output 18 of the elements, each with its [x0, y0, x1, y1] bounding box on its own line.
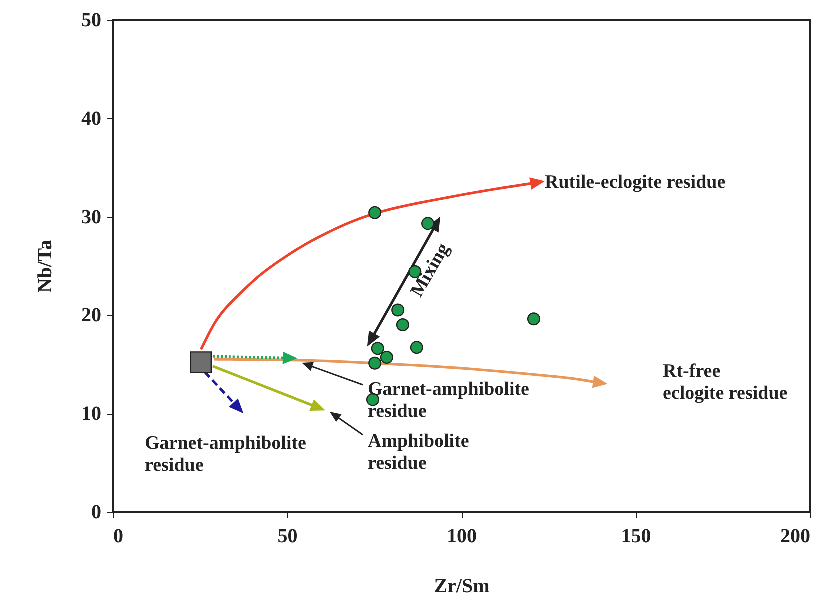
x-tick-label: 200 [780, 526, 810, 548]
annotation: Rutile-eclogite residue [545, 172, 726, 193]
annotation: Garnet-amphibolite residue [145, 433, 306, 476]
x-tick-label: 50 [278, 526, 298, 548]
x-tick-label: 100 [447, 526, 477, 548]
y-tick-label: 40 [82, 108, 102, 130]
y-axis-title: Nb/Ta [34, 240, 56, 293]
y-tick-label: 0 [92, 502, 102, 524]
y-tick-label: 30 [82, 206, 102, 228]
x-axis-title: Zr/Sm [434, 576, 490, 598]
x-tick-label: 150 [621, 526, 652, 548]
x-tick-label: 0 [114, 526, 124, 548]
annotation: Garnet-amphibolite residue [368, 379, 530, 422]
y-tick-label: 50 [82, 10, 102, 32]
y-tick-label: 20 [82, 304, 102, 327]
y-tick-label: 10 [82, 403, 102, 426]
annotation: Amphibolite residue [368, 431, 470, 474]
annotation: Rt-free eclogite residue [663, 361, 788, 404]
